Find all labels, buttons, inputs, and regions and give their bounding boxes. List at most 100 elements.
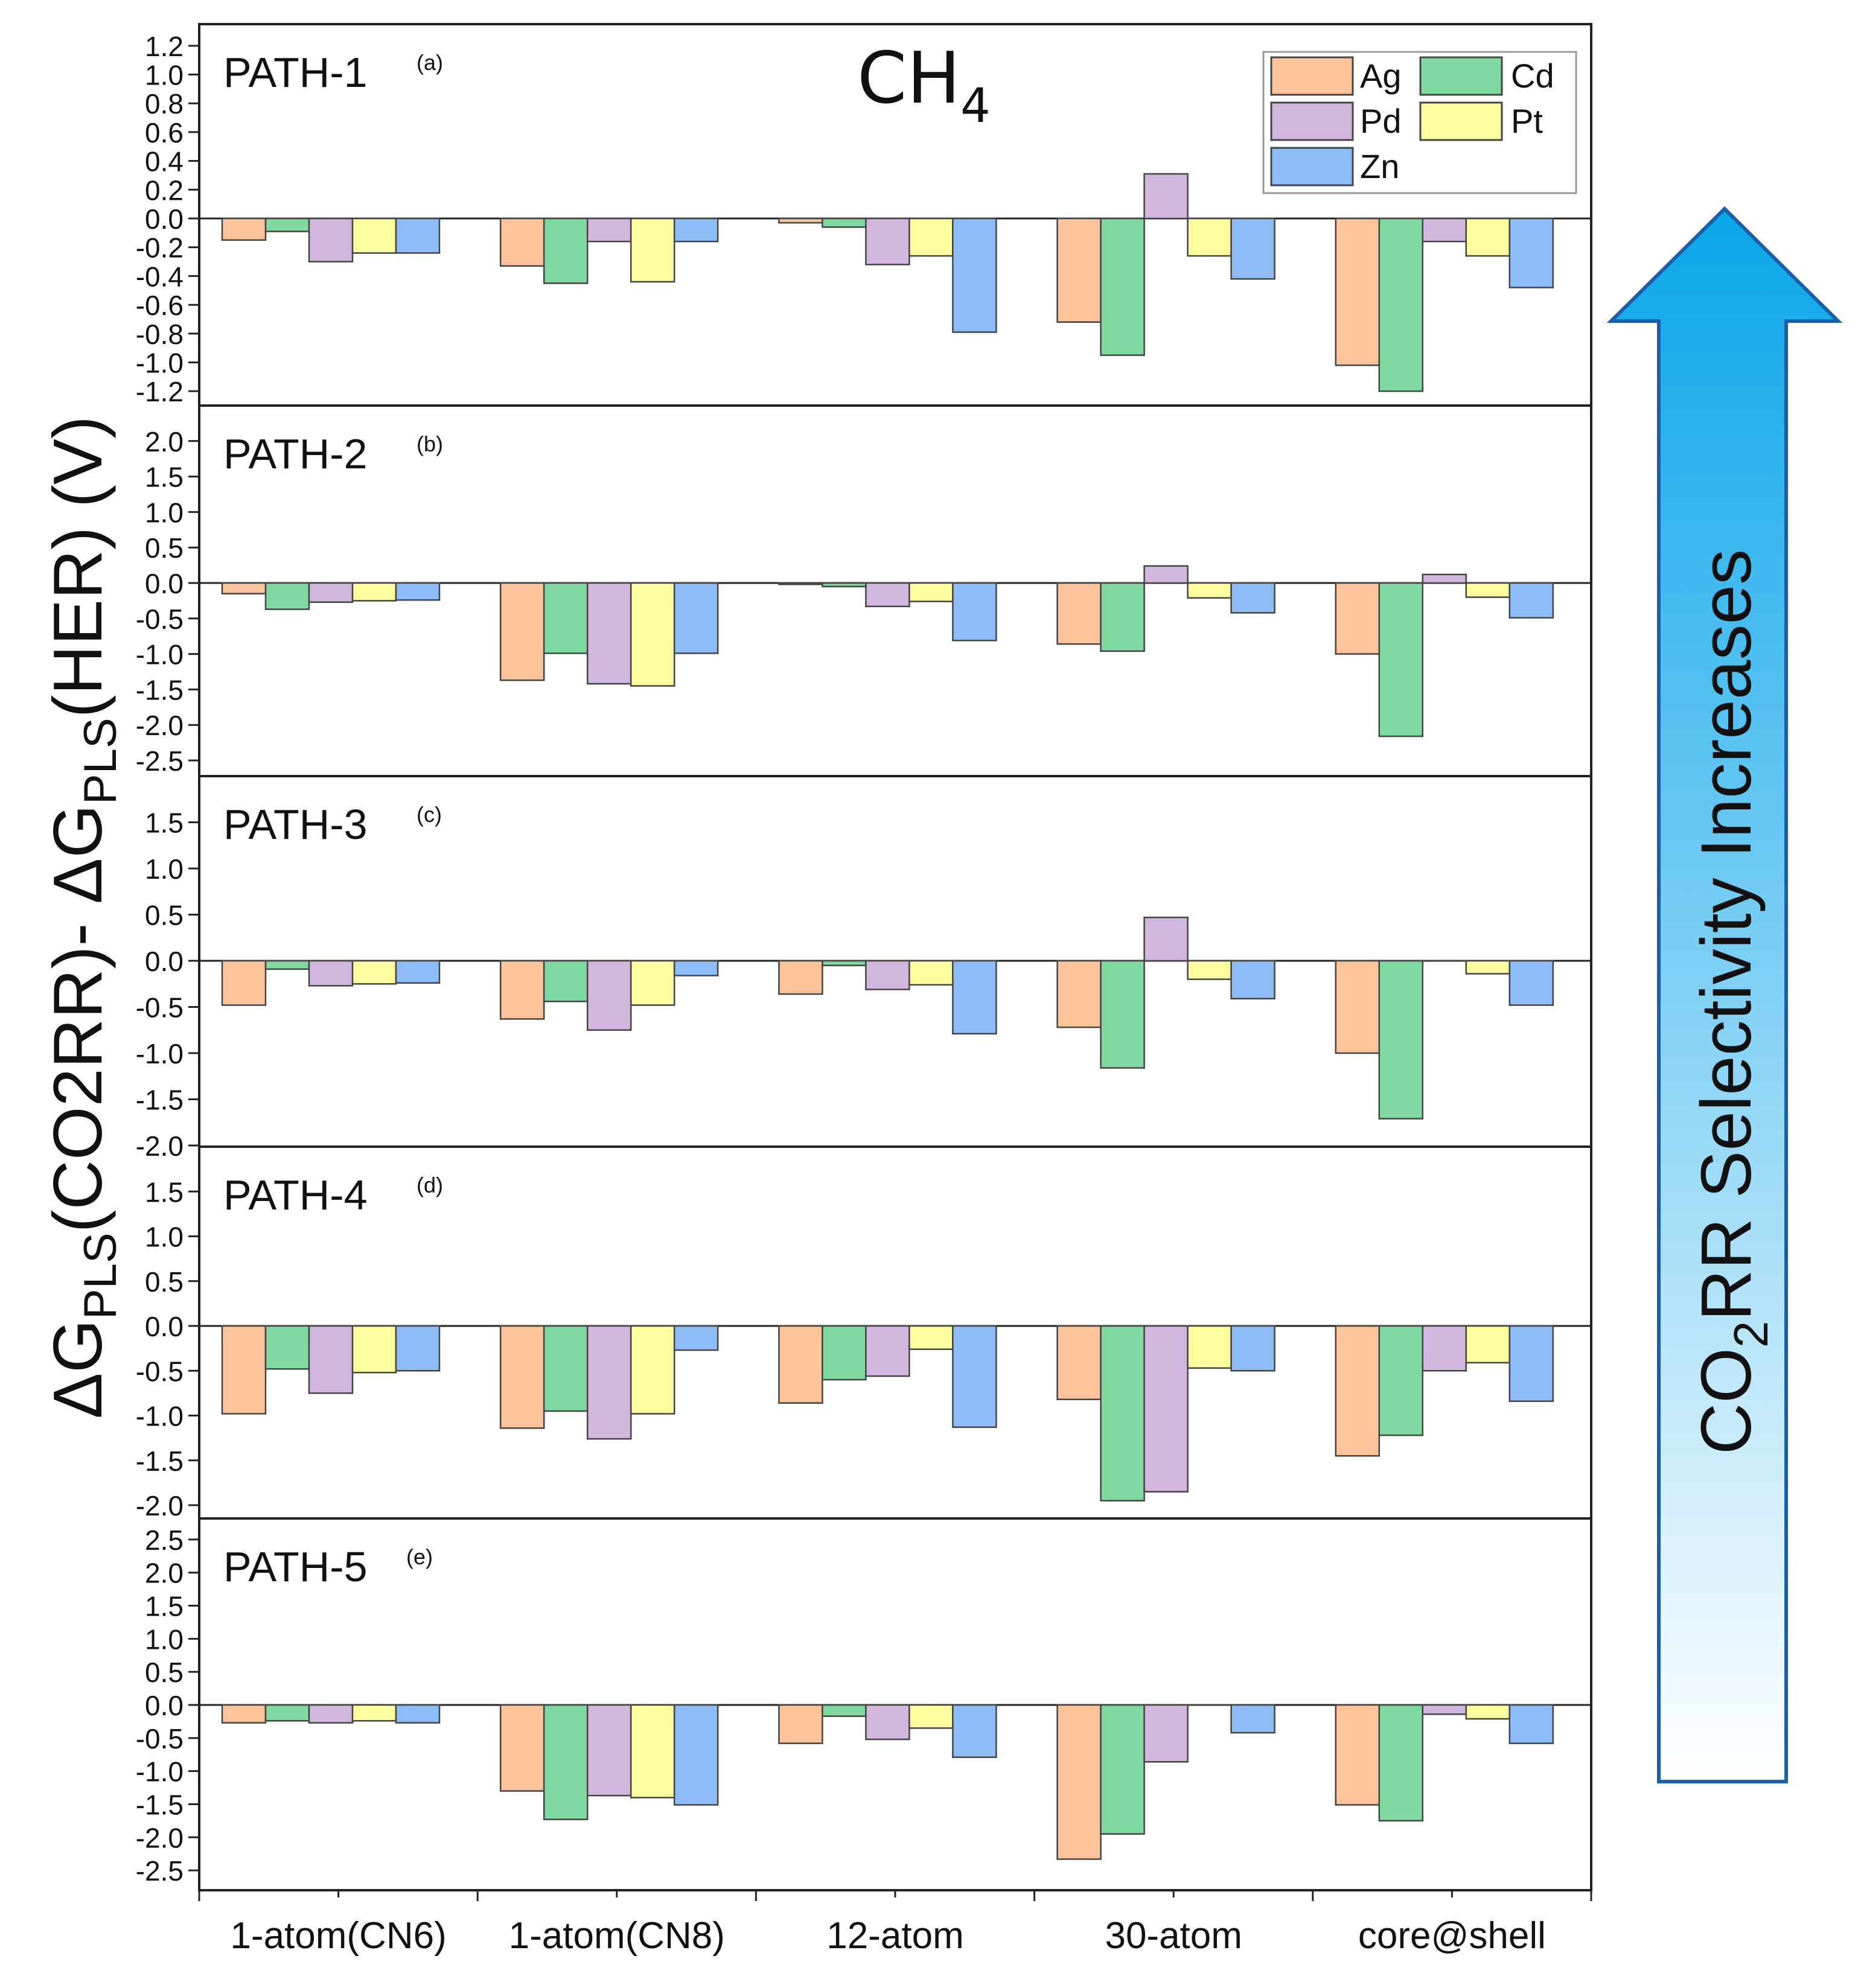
bar-zn: [673, 217, 719, 243]
y-tick-label: -1.5: [136, 1445, 184, 1477]
bar-pd: [1422, 573, 1467, 584]
bar-zn: [952, 960, 997, 1035]
chart-title-subscript: 4: [960, 79, 991, 133]
bar-pt: [630, 217, 675, 283]
bar-ag: [1056, 1325, 1102, 1401]
bar-zn: [952, 582, 997, 642]
bar-ag: [221, 582, 267, 594]
legend: Ag Cd Pd Pt Zn: [1262, 51, 1577, 194]
legend-swatch-pt: [1419, 101, 1503, 141]
bar-ag: [1056, 217, 1102, 323]
y-tick-label: 1.0: [145, 497, 184, 528]
bar-pt: [351, 1704, 397, 1722]
y-tick-label: 0.0: [145, 1311, 184, 1342]
bar-pd: [586, 582, 632, 685]
bar-pd: [586, 1325, 632, 1440]
y-tick-label: 0.4: [145, 146, 184, 177]
bar-pt: [1465, 960, 1511, 975]
y-tick-label: 0.5: [145, 900, 184, 931]
bar-zn: [1508, 217, 1554, 288]
bar-cd: [264, 217, 310, 232]
panel-5: 2.52.01.51.00.50.0-0.5-1.0-1.5-2.0-2.5 PA…: [136, 1517, 1592, 1891]
y-tick-label: 2.5: [145, 1524, 184, 1556]
bar-pt: [1187, 960, 1232, 980]
bar-pd: [1143, 173, 1189, 220]
bar-pd: [308, 217, 354, 263]
y-tick-label: 0.0: [145, 203, 184, 235]
y-tick-label: -0.5: [136, 604, 184, 635]
bar-zn: [673, 1704, 719, 1806]
y-tick-label: -1.0: [136, 347, 184, 378]
bar-pt: [630, 1704, 675, 1798]
bar-cd: [822, 960, 867, 966]
y-tick-label: -2.0: [136, 1130, 184, 1162]
bar-cd: [822, 582, 867, 588]
bar-ag: [499, 960, 545, 1020]
y-tick-label: -0.6: [136, 290, 184, 321]
y-tick-label: 1.0: [145, 853, 184, 885]
legend-label-ag: Ag: [1360, 57, 1402, 95]
y-tick-label: -2.5: [136, 1855, 184, 1887]
y-tick-label: -1.0: [136, 639, 184, 671]
bar-zn: [1508, 582, 1554, 619]
bar-pt: [1465, 582, 1511, 598]
bar-cd: [1378, 1704, 1424, 1822]
bar-zn: [1508, 960, 1554, 1006]
y-tick-label: -2.0: [136, 1490, 184, 1521]
bar-pt: [351, 217, 397, 254]
bar-pd: [586, 960, 632, 1031]
selectivity-arrow-label: CO2RR Selectivity Increases: [1687, 549, 1778, 1454]
bar-cd: [264, 1325, 310, 1370]
y-tick-label: 0.5: [145, 1266, 184, 1298]
bar-ag: [221, 1704, 267, 1724]
bar-pd: [1143, 1325, 1189, 1493]
y-tick-label: 1.0: [145, 1222, 184, 1253]
bar-zn: [673, 960, 719, 976]
bar-pt: [351, 582, 397, 602]
panel-tag: (d): [417, 1173, 443, 1197]
y-tick-label: 2.0: [145, 1558, 184, 1589]
y-tick-label: 1.0: [145, 60, 184, 91]
legend-label-pt: Pt: [1511, 102, 1543, 140]
bar-ag: [1335, 582, 1381, 655]
bar-pt: [908, 960, 954, 986]
y-tick-label: -1.5: [136, 1085, 184, 1116]
y-tick-label: 0.5: [145, 532, 184, 564]
bar-cd: [1378, 582, 1424, 738]
bar-ag: [1056, 582, 1102, 645]
bar-cd: [1100, 1704, 1145, 1835]
legend-swatch-zn: [1270, 147, 1354, 186]
y-tick-label: 0.6: [145, 117, 184, 148]
bar-cd: [1378, 960, 1424, 1120]
bar-zn: [1230, 217, 1275, 280]
bar-zn: [952, 1325, 997, 1429]
bar-ag: [778, 960, 823, 995]
bar-zn: [1508, 1325, 1554, 1402]
y-tick-label: 0.0: [145, 946, 184, 977]
panel-label: PATH-4: [223, 1171, 368, 1219]
bar-pd: [865, 960, 910, 990]
y-tick-label: 1.5: [145, 1591, 184, 1622]
bar-pd: [308, 960, 354, 987]
bar-ag: [1056, 1704, 1102, 1860]
bar-pd: [865, 582, 910, 608]
bar-zn: [395, 960, 441, 984]
legend-swatch-ag: [1270, 56, 1354, 96]
bar-pt: [1187, 582, 1232, 599]
bar-ag: [778, 582, 823, 585]
legend-label-pd: Pd: [1360, 102, 1402, 140]
bar-cd: [264, 1704, 310, 1722]
bar-pt: [908, 217, 954, 257]
legend-label-zn: Zn: [1360, 147, 1399, 185]
bar-pt: [630, 960, 675, 1006]
y-tick-label: -1.2: [136, 376, 184, 407]
panel-2: 2.0 1.5 1.0 0.5 0.0 -0.5 -1.0-1.5 -2.0 -2.5 PATH-…: [136, 404, 1592, 777]
panel-label: PATH-3: [223, 801, 368, 848]
bar-pd: [1143, 1704, 1189, 1763]
y-tick-label: 1.5: [145, 1176, 184, 1208]
bar-pd: [1422, 217, 1467, 243]
y-tick-label: -0.5: [136, 992, 184, 1024]
panel-label: PATH-5: [223, 1543, 368, 1590]
y-tick-label: 0.5: [145, 1657, 184, 1688]
bar-zn: [1230, 1704, 1275, 1734]
